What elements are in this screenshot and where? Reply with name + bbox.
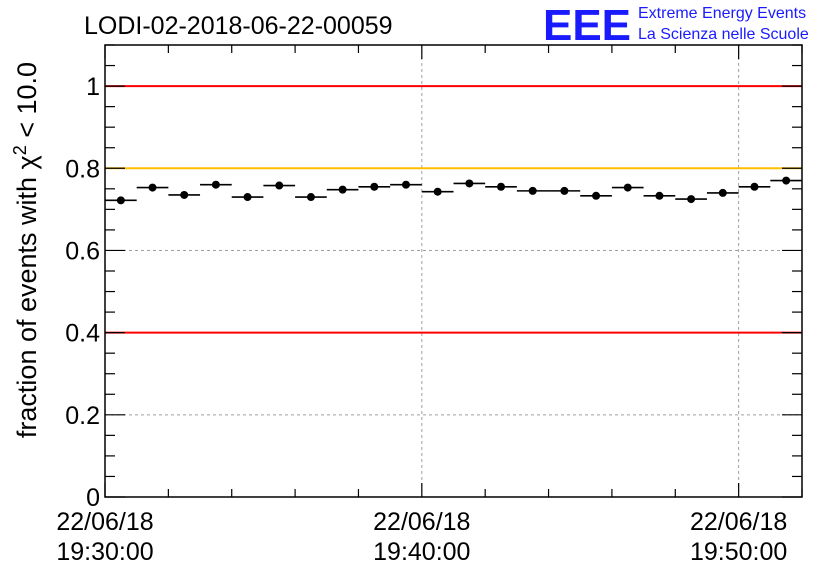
data-point [560, 186, 569, 195]
logo-line-1: Extreme Energy Events [638, 5, 806, 22]
data-point [718, 188, 727, 197]
grid [105, 45, 802, 497]
data-point [655, 191, 664, 200]
x-tick-time: 19:30:00 [56, 538, 153, 566]
data-point [148, 183, 157, 192]
axes [104, 44, 803, 498]
data-point [116, 196, 125, 205]
x-tick-time: 19:50:00 [690, 538, 787, 566]
eee-logo: EEE Extreme Energy Events La Scienza nel… [543, 1, 809, 50]
data-point [243, 193, 252, 202]
data-point [401, 180, 410, 189]
y-axis-title-suffix: < 10.0 [12, 62, 42, 145]
y-axis-title-power: 2 [10, 145, 30, 155]
y-tick-label: 1 [86, 73, 100, 101]
data-point [782, 176, 791, 185]
reference-lines [105, 85, 802, 334]
data-point [433, 187, 442, 196]
y-tick-label: 0.8 [65, 155, 100, 183]
data-point [180, 190, 189, 199]
x-tick-date: 22/06/18 [373, 508, 470, 536]
data-point [275, 181, 284, 190]
y-tick-label: 0 [86, 484, 100, 512]
data-point [497, 182, 506, 191]
data-point [211, 180, 220, 189]
data-point [687, 195, 696, 204]
data-point [370, 182, 379, 191]
logo-line-2: La Scienza nelle Scuole [638, 26, 809, 43]
data-point [338, 185, 347, 194]
x-tick-labels: 22/06/1819:30:0022/06/1819:40:0022/06/18… [56, 508, 787, 566]
data-point [528, 186, 537, 195]
y-tick-label: 0.4 [65, 320, 100, 348]
y-axis-title-prefix: fraction of events with [12, 169, 42, 438]
data-point [465, 179, 474, 188]
x-tick-date: 22/06/18 [56, 508, 153, 536]
data-points [105, 176, 802, 205]
y-axis-title: fraction of events with χ2 < 10.0 [10, 62, 42, 438]
logo-letters: EEE [543, 1, 631, 50]
y-tick-labels: 0 0.2 0.4 0.6 0.8 1 [65, 73, 100, 512]
chart-title: LODI-02-2018-06-22-00059 [84, 12, 393, 40]
data-point [750, 182, 759, 191]
x-tick-date: 22/06/18 [690, 508, 787, 536]
y-tick-label: 0.6 [65, 237, 100, 265]
plot-frame [104, 44, 803, 498]
data-point [623, 183, 632, 192]
data-point [306, 193, 315, 202]
y-tick-label: 0.2 [65, 402, 100, 430]
data-point [592, 191, 601, 200]
y-axis-title-symbol: χ [12, 155, 42, 169]
x-tick-time: 19:40:00 [373, 538, 470, 566]
